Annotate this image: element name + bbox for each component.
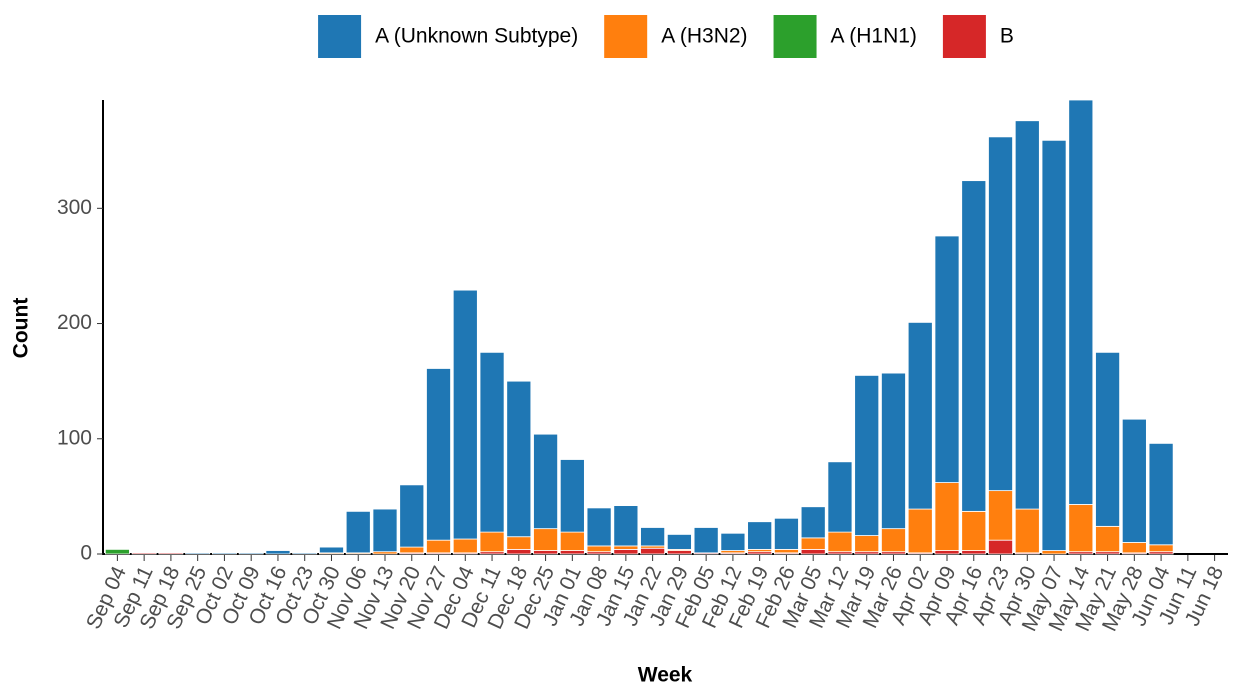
bar-segment [613, 545, 639, 550]
bar-segment [559, 550, 585, 555]
bar-segment [854, 535, 880, 553]
y-tick-label: 100 [57, 426, 92, 449]
bar-segment [827, 461, 853, 533]
legend-label: A (Unknown Subtype) [375, 25, 578, 48]
legend-label: A (H3N2) [661, 25, 747, 48]
bar-segment [1095, 351, 1121, 527]
bar-segment [881, 528, 906, 553]
bar-segment [1068, 99, 1094, 505]
bar-segment [800, 537, 826, 550]
bar-segment [265, 550, 291, 555]
bar-segment [319, 546, 344, 554]
bar-segment [506, 380, 532, 538]
bar-segment [586, 507, 612, 547]
y-tick-label: 200 [57, 311, 92, 334]
bar-segment [934, 235, 960, 483]
bar-segment [720, 532, 746, 551]
bar-segment [934, 550, 960, 555]
bar-segment [1041, 550, 1067, 555]
bar-segment [559, 459, 585, 533]
bar-segment [292, 552, 318, 555]
bar-segment [479, 351, 505, 533]
bar-segment [613, 548, 639, 555]
bar-segment [1121, 418, 1147, 543]
bar-segment [1068, 504, 1094, 553]
bar-segment [559, 531, 585, 551]
bar-segment [372, 508, 398, 553]
bar-segment [693, 527, 719, 554]
bar-segment [1041, 139, 1067, 551]
bar-segment [104, 548, 130, 555]
bar-segment [506, 548, 532, 555]
bar-segment [613, 505, 639, 547]
bar-segment [479, 531, 505, 553]
bar-segment [506, 536, 532, 550]
x-axis-title: Week [638, 664, 693, 686]
bar-segment [827, 531, 853, 553]
bar-segment [800, 506, 826, 539]
bar-segment [211, 552, 237, 555]
bar-segment [666, 550, 692, 555]
y-tick-label: 300 [57, 196, 92, 219]
bar-segment [185, 552, 211, 555]
bar-segment [452, 538, 478, 554]
y-tick-label: 0 [80, 542, 92, 565]
bar-segment [452, 289, 478, 540]
bar-segment [533, 528, 559, 551]
bar-segment [426, 368, 451, 541]
bar-segment [747, 521, 773, 550]
legend-label: A (H1N1) [831, 25, 917, 48]
bar-segment [1095, 525, 1121, 553]
bar-segment [238, 552, 264, 555]
bar-segment [961, 550, 987, 555]
bar-segment [773, 548, 799, 554]
bar-segment [640, 527, 666, 547]
bar-segment [988, 136, 1013, 492]
bar-segment [988, 539, 1013, 555]
bar-segment [533, 550, 559, 555]
bar-segment [158, 552, 184, 555]
bar-segment [934, 482, 960, 551]
bar-segment [961, 180, 987, 512]
bar-segment [1148, 544, 1174, 553]
bar-segment [1014, 508, 1040, 554]
bar-segment [345, 510, 371, 554]
bar-segment [961, 510, 987, 551]
bar-segment [854, 374, 880, 536]
bar-segment [666, 534, 692, 550]
bar-segment [426, 539, 451, 554]
bar-segment [1014, 120, 1040, 510]
bar-segment [586, 545, 612, 553]
bar-segment [907, 321, 933, 510]
bar-segment [399, 484, 425, 548]
bar-segment [907, 508, 933, 554]
bar-segment [1121, 542, 1147, 554]
bar-segment [800, 548, 826, 555]
legend-swatch [773, 15, 817, 58]
legend-label: B [1000, 25, 1014, 48]
legend-swatch [604, 15, 648, 58]
legend-swatch [942, 15, 986, 58]
bar-segment [988, 490, 1013, 541]
bar-segment [1148, 442, 1174, 546]
bar-segment [881, 372, 906, 530]
bar-segment [533, 433, 559, 530]
bar-segment [773, 517, 799, 550]
legend-swatch [318, 15, 362, 58]
bar-segment [399, 546, 425, 554]
y-axis-title: Count [10, 298, 33, 359]
bar-segment [640, 547, 666, 555]
bar-segment [131, 552, 157, 555]
